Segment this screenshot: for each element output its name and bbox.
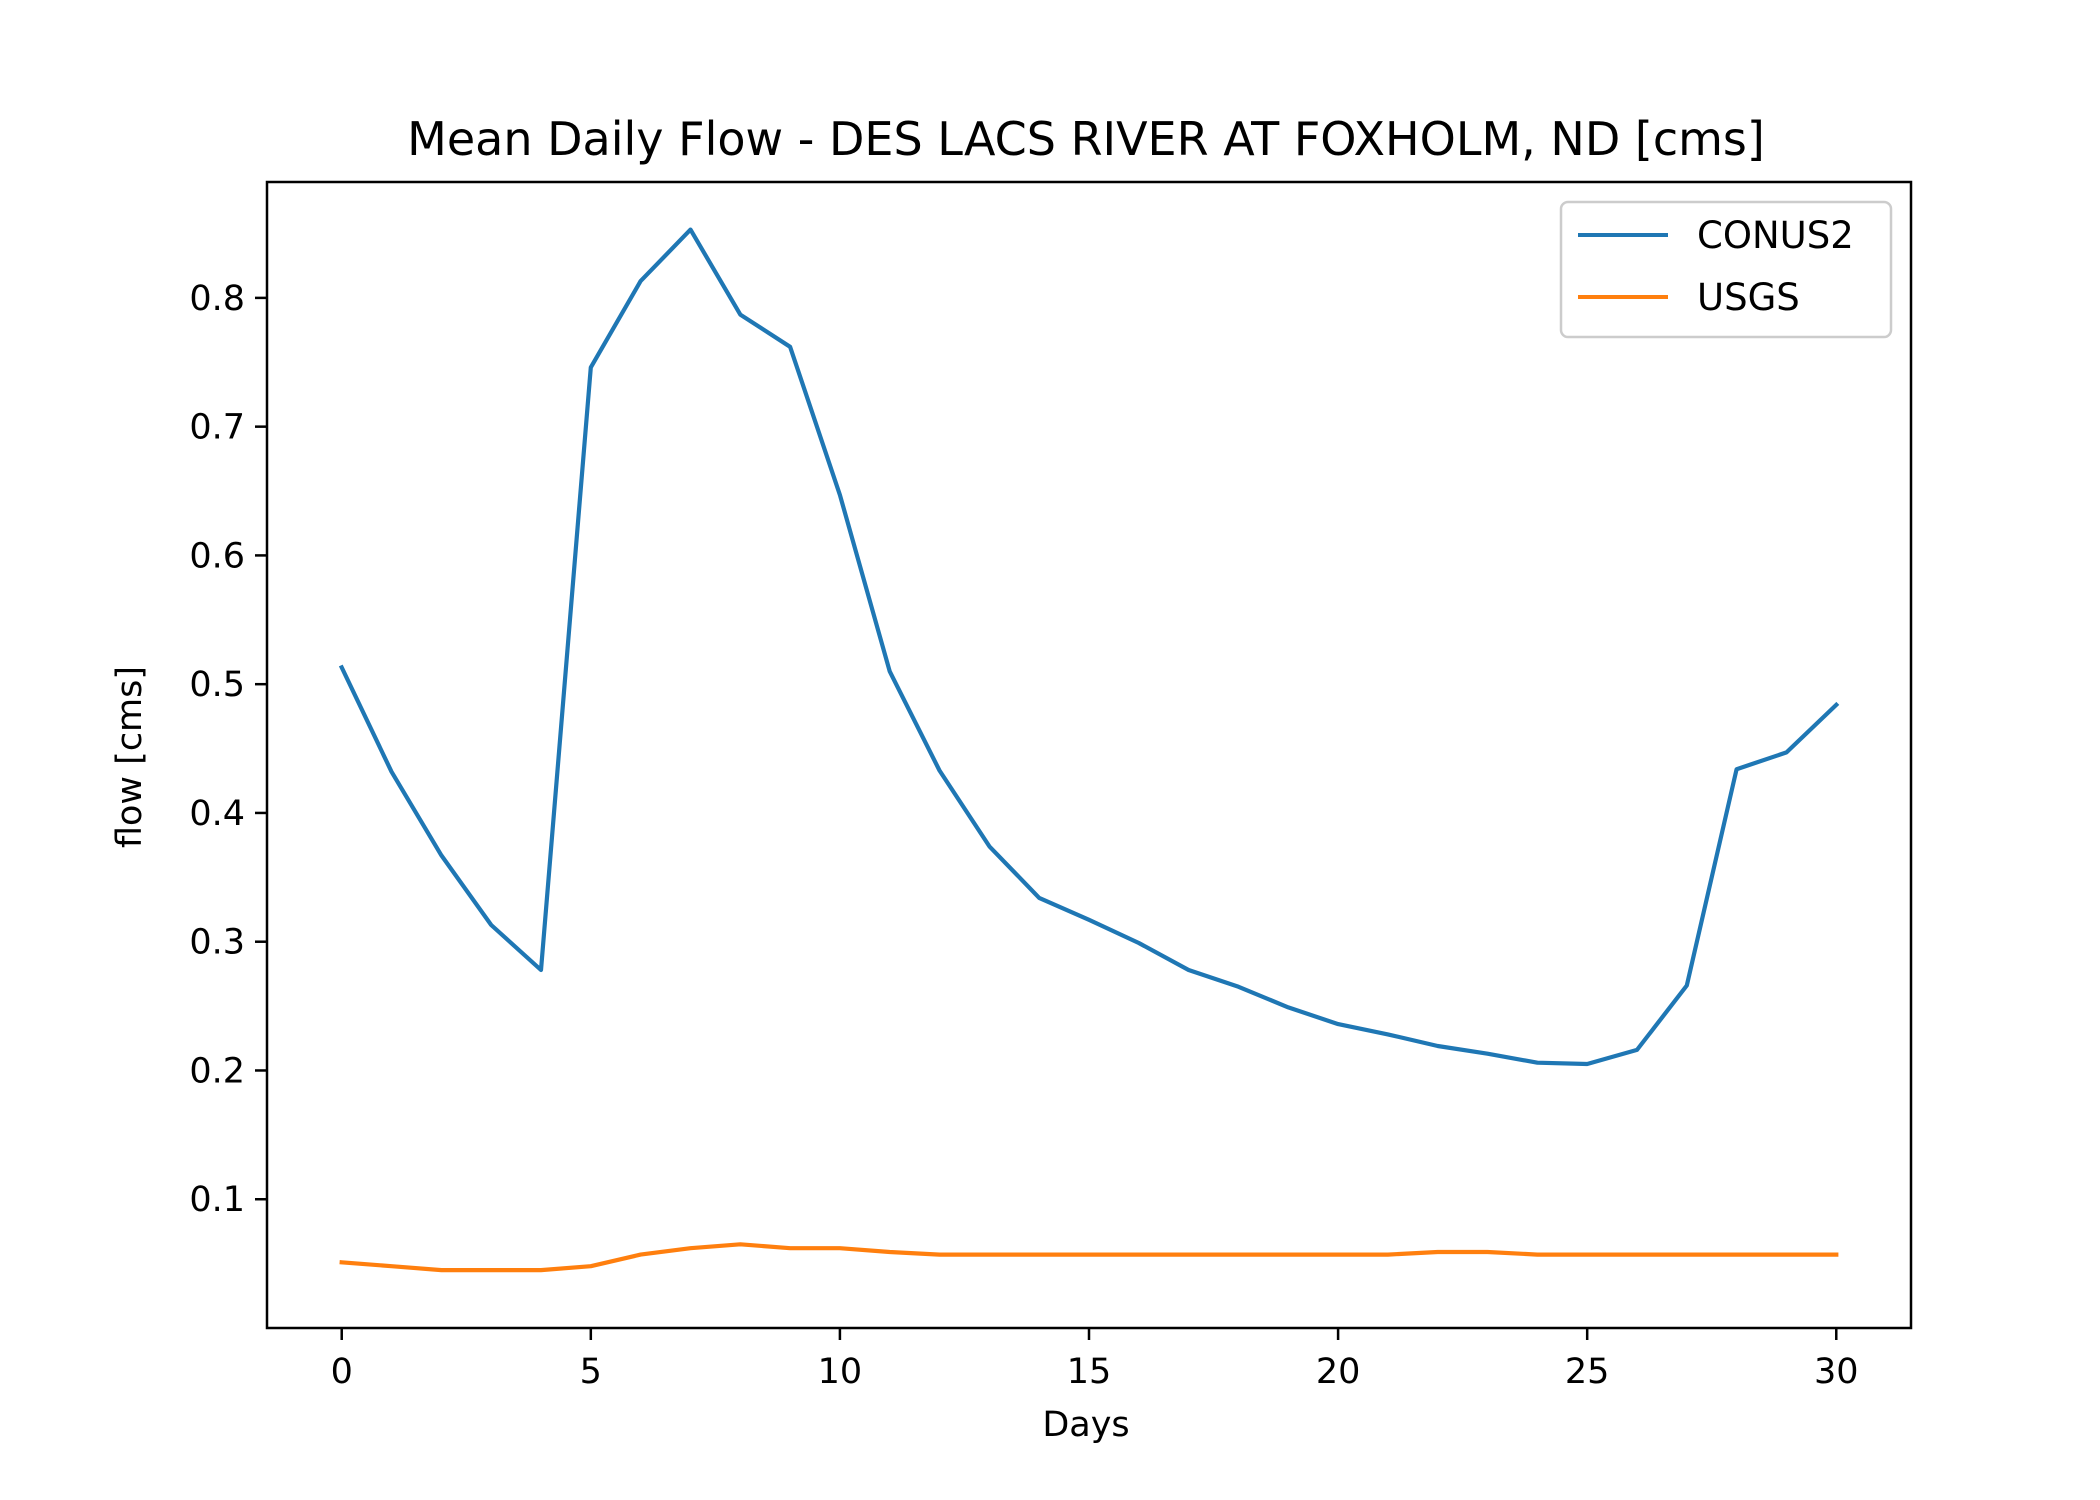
legend-label-usgs: USGS [1697,276,1800,319]
x-tick-label: 5 [580,1352,602,1392]
y-tick-label: 0.1 [189,1180,245,1220]
series-line-conus2 [338,227,1840,1067]
y-tick-label: 0.4 [189,794,245,834]
x-tick-label: 30 [1814,1352,1859,1392]
series-layer [338,227,1840,1273]
y-axis-label: flow [cms] [110,666,150,848]
legend-label-conus2: CONUS2 [1697,214,1854,257]
series-line-usgs [339,1242,1839,1273]
x-axis-label: Days [1042,1405,1129,1445]
chart-title: Mean Daily Flow - DES LACS RIVER AT FOXH… [407,112,1765,166]
y-tick-label: 0.2 [189,1051,245,1091]
legend: CONUS2 USGS [1559,200,1893,339]
y-tick-label: 0.6 [189,536,245,576]
y-tick-label: 0.8 [189,279,245,319]
x-tick-label: 25 [1565,1352,1610,1392]
y-tick-label: 0.7 [189,408,245,448]
axes-layer: 0 5 10 15 20 25 30 0.1 0.2 0.3 0.4 0.5 0.6 0.7 0.8 [189,180,1913,1392]
x-tick-label: 20 [1316,1352,1361,1392]
x-tick-label: 0 [331,1352,353,1392]
x-tick-label: 15 [1067,1352,1112,1392]
y-tick-label: 0.3 [189,923,245,963]
y-tick-label: 0.5 [189,665,245,705]
x-tick-label: 10 [818,1352,863,1392]
